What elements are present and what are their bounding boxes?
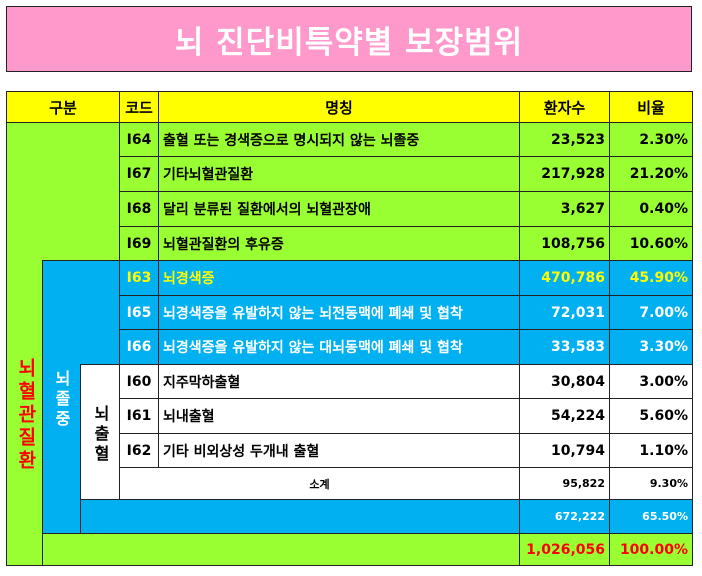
row-name: 기타뇌혈관질환 — [158, 156, 520, 192]
row-ratio: 21.20% — [609, 156, 693, 192]
stroke-total-ratio: 65.50% — [609, 499, 693, 534]
row-name: 뇌혈관질환의 후유증 — [158, 226, 520, 261]
subtotal-patients: 95,822 — [519, 467, 610, 500]
row-patients: 54,224 — [519, 398, 610, 434]
subtotal-ratio: 9.30% — [609, 467, 693, 500]
table-title: 뇌 진단비특약별 보장범위 — [6, 6, 692, 72]
row-patients: 30,804 — [519, 364, 610, 399]
row-ratio: 45.90% — [609, 260, 693, 296]
group-stroke-label: 뇌졸중 — [44, 355, 78, 445]
row-code: I68 — [119, 191, 159, 227]
row-code: I69 — [119, 226, 159, 261]
row-ratio: 3.30% — [609, 329, 693, 365]
row-ratio: 0.40% — [609, 191, 693, 227]
row-patients: 72,031 — [519, 295, 610, 330]
row-ratio: 7.00% — [609, 295, 693, 330]
row-patients: 470,786 — [519, 260, 610, 296]
header-code: 코드 — [119, 91, 159, 123]
row-patients: 10,794 — [519, 433, 610, 468]
row-code: I65 — [119, 295, 159, 330]
row-code: I61 — [119, 398, 159, 434]
header-name: 명칭 — [158, 91, 520, 123]
stroke-total-patients: 672,222 — [519, 499, 610, 534]
grand-total-ratio: 100.00% — [609, 533, 693, 566]
header-ratio: 비율 — [609, 91, 693, 123]
row-name: 뇌경색증을 유발하지 않는 뇌전동맥에 폐쇄 및 협착 — [158, 295, 520, 330]
header-category: 구분 — [6, 91, 120, 123]
row-patients: 23,523 — [519, 122, 610, 157]
row-name: 지주막하출혈 — [158, 364, 520, 399]
row-code: I64 — [119, 122, 159, 157]
group-cerebrovascular-label: 뇌혈관질환 — [8, 340, 42, 490]
row-code: I67 — [119, 156, 159, 192]
header-patients: 환자수 — [519, 91, 610, 123]
row-patients: 3,627 — [519, 191, 610, 227]
row-code: I63 — [119, 260, 159, 296]
row-ratio: 2.30% — [609, 122, 693, 157]
row-ratio: 1.10% — [609, 433, 693, 468]
row-ratio: 5.60% — [609, 398, 693, 434]
row-name: 출혈 또는 경색증으로 명시되지 않는 뇌졸중 — [158, 122, 520, 157]
stroke-total-spacer — [80, 499, 520, 534]
group-hemorrhage-label: 뇌출혈 — [82, 395, 118, 475]
row-name: 뇌내출혈 — [158, 398, 520, 434]
row-patients: 33,583 — [519, 329, 610, 365]
row-ratio: 3.00% — [609, 364, 693, 399]
subtotal-label: 소계 — [119, 467, 520, 500]
row-patients: 108,756 — [519, 226, 610, 261]
row-patients: 217,928 — [519, 156, 610, 192]
row-ratio: 10.60% — [609, 226, 693, 261]
grand-total-spacer — [42, 533, 520, 566]
row-name: 달리 분류된 질환에서의 뇌혈관장애 — [158, 191, 520, 227]
row-code: I62 — [119, 433, 159, 468]
row-name: 뇌경색증을 유발하지 않는 대뇌동맥에 폐쇄 및 협착 — [158, 329, 520, 365]
row-name: 뇌경색증 — [158, 260, 520, 296]
row-code: I66 — [119, 329, 159, 365]
row-name: 기타 비외상성 두개내 출혈 — [158, 433, 520, 468]
row-code: I60 — [119, 364, 159, 399]
grand-total-patients: 1,026,056 — [519, 533, 610, 566]
